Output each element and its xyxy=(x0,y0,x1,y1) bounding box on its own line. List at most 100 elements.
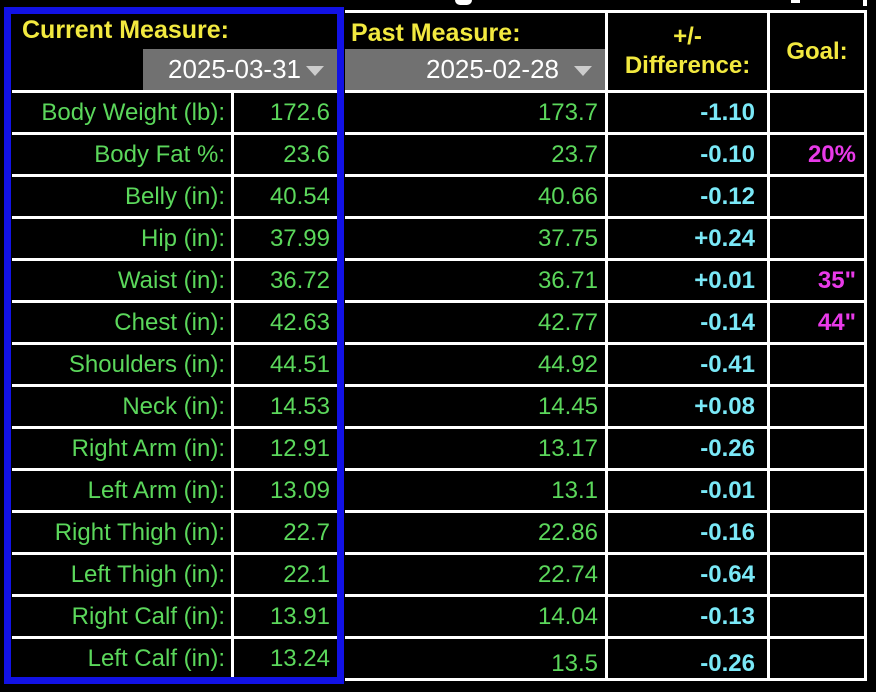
measurement-label-cell[interactable]: Left Arm (in): xyxy=(12,471,234,513)
difference-value-cell[interactable]: -0.41 xyxy=(608,345,770,387)
column-gap xyxy=(337,597,345,639)
current-value-cell[interactable]: 13.91 xyxy=(234,597,337,639)
measurement-label-cell[interactable]: Body Fat %: xyxy=(12,135,234,177)
past-measure-header-cell[interactable]: Past Measure: 2025-02-28 xyxy=(345,10,608,93)
column-gap xyxy=(337,135,345,177)
column-gap xyxy=(337,93,345,135)
past-date-dropdown[interactable]: 2025-02-28 xyxy=(345,49,605,90)
current-value-cell[interactable]: 42.63 xyxy=(234,303,337,345)
current-value-cell[interactable]: 37.99 xyxy=(234,219,337,261)
measurement-label-cell[interactable]: Belly (in): xyxy=(12,177,234,219)
goal-value-cell[interactable] xyxy=(770,555,867,597)
current-value-cell[interactable]: 12.91 xyxy=(234,429,337,471)
goal-value-cell[interactable] xyxy=(770,387,867,429)
past-value-cell[interactable]: 42.77 xyxy=(345,303,608,345)
goal-value-cell[interactable] xyxy=(770,429,867,471)
current-date-value: 2025-03-31 xyxy=(168,54,301,84)
table-row: Left Thigh (in): 22.1 22.74 -0.64 xyxy=(12,555,867,597)
current-value-cell[interactable]: 13.09 xyxy=(234,471,337,513)
past-value-cell[interactable]: 13.17 xyxy=(345,429,608,471)
column-gap xyxy=(337,219,345,261)
difference-value-cell[interactable]: -0.13 xyxy=(608,597,770,639)
goal-value-cell[interactable]: 20% xyxy=(770,135,867,177)
difference-value-cell[interactable]: +0.08 xyxy=(608,387,770,429)
measurement-label-cell[interactable]: Right Thigh (in): xyxy=(12,513,234,555)
past-value-cell[interactable]: 44.92 xyxy=(345,345,608,387)
current-value-cell[interactable]: 36.72 xyxy=(234,261,337,303)
past-value-cell[interactable]: 22.86 xyxy=(345,513,608,555)
past-value-cell[interactable]: 36.71 xyxy=(345,261,608,303)
difference-value-cell[interactable]: -0.16 xyxy=(608,513,770,555)
difference-value-cell[interactable]: -0.14 xyxy=(608,303,770,345)
past-value-cell[interactable]: 22.74 xyxy=(345,555,608,597)
table-row: Hip (in): 37.99 37.75 +0.24 xyxy=(12,219,867,261)
difference-value-cell[interactable]: -0.26 xyxy=(608,639,770,681)
measurement-label-cell[interactable]: Right Calf (in): xyxy=(12,597,234,639)
current-date-dropdown[interactable]: 2025-03-31 xyxy=(143,49,337,90)
goal-value-cell[interactable] xyxy=(770,597,867,639)
cropped-title-text-artifact xyxy=(791,0,800,3)
past-value-cell[interactable]: 40.66 xyxy=(345,177,608,219)
table-row: Right Arm (in): 12.91 13.17 -0.26 xyxy=(12,429,867,471)
goal-header-label: Goal: xyxy=(786,37,848,65)
past-value-cell[interactable]: 14.04 xyxy=(345,597,608,639)
past-value-cell[interactable]: 13.1 xyxy=(345,471,608,513)
measurement-label-cell[interactable]: Left Thigh (in): xyxy=(12,555,234,597)
difference-value-cell[interactable]: -0.01 xyxy=(608,471,770,513)
difference-header-cell[interactable]: +/- Difference: xyxy=(608,10,770,93)
current-value-cell[interactable]: 13.24 xyxy=(234,639,337,681)
table-row: Left Calf (in): 13.24 13.5 -0.26 xyxy=(12,639,867,681)
measurement-label-cell[interactable]: Hip (in): xyxy=(12,219,234,261)
measurement-label-cell[interactable]: Waist (in): xyxy=(12,261,234,303)
column-gap xyxy=(337,177,345,219)
current-value-cell[interactable]: 22.1 xyxy=(234,555,337,597)
column-gap xyxy=(337,10,345,93)
difference-header-line1: +/- xyxy=(673,22,702,50)
current-value-cell[interactable]: 44.51 xyxy=(234,345,337,387)
measurement-label-cell[interactable]: Shoulders (in): xyxy=(12,345,234,387)
table-body: Body Weight (lb): 172.6 173.7 -1.10 Body… xyxy=(12,93,867,681)
goal-value-cell[interactable] xyxy=(770,219,867,261)
goal-value-cell[interactable] xyxy=(770,639,867,681)
difference-value-cell[interactable]: -0.10 xyxy=(608,135,770,177)
measurement-label-cell[interactable]: Right Arm (in): xyxy=(12,429,234,471)
past-value-cell[interactable]: 14.45 xyxy=(345,387,608,429)
current-measure-header-cell[interactable]: Current Measure: 2025-03-31 xyxy=(12,10,337,93)
difference-value-cell[interactable]: +0.24 xyxy=(608,219,770,261)
current-value-cell[interactable]: 22.7 xyxy=(234,513,337,555)
column-gap xyxy=(337,345,345,387)
dropdown-arrow-icon xyxy=(574,65,592,76)
current-value-cell[interactable]: 23.6 xyxy=(234,135,337,177)
past-value-cell[interactable]: 37.75 xyxy=(345,219,608,261)
dropdown-arrow-icon xyxy=(306,65,324,76)
measurement-label-cell[interactable]: Neck (in): xyxy=(12,387,234,429)
difference-value-cell[interactable]: +0.01 xyxy=(608,261,770,303)
measurement-label-cell[interactable]: Chest (in): xyxy=(12,303,234,345)
goal-value-cell[interactable] xyxy=(770,471,867,513)
goal-value-cell[interactable] xyxy=(770,93,867,135)
goal-value-cell[interactable] xyxy=(770,345,867,387)
difference-value-cell[interactable]: -1.10 xyxy=(608,93,770,135)
table-row: Shoulders (in): 44.51 44.92 -0.41 xyxy=(12,345,867,387)
column-gap xyxy=(337,429,345,471)
goal-value-cell[interactable]: 35" xyxy=(770,261,867,303)
past-value-cell[interactable]: 173.7 xyxy=(345,93,608,135)
difference-value-cell[interactable]: -0.12 xyxy=(608,177,770,219)
table-row: Chest (in): 42.63 42.77 -0.14 44" xyxy=(12,303,867,345)
past-value-cell[interactable]: 13.5 xyxy=(345,639,608,681)
current-value-cell[interactable]: 14.53 xyxy=(234,387,337,429)
difference-value-cell[interactable]: -0.64 xyxy=(608,555,770,597)
goal-value-cell[interactable] xyxy=(770,177,867,219)
goal-header-cell[interactable]: Goal: xyxy=(770,10,867,93)
difference-value-cell[interactable]: -0.26 xyxy=(608,429,770,471)
column-gap xyxy=(337,471,345,513)
difference-header-line2: Difference: xyxy=(624,51,751,79)
goal-value-cell[interactable] xyxy=(770,513,867,555)
goal-value-cell[interactable]: 44" xyxy=(770,303,867,345)
current-value-cell[interactable]: 172.6 xyxy=(234,93,337,135)
past-value-cell[interactable]: 23.7 xyxy=(345,135,608,177)
measurement-label-cell[interactable]: Left Calf (in): xyxy=(12,639,234,681)
measurement-label-cell[interactable]: Body Weight (lb): xyxy=(12,93,234,135)
current-value-cell[interactable]: 40.54 xyxy=(234,177,337,219)
